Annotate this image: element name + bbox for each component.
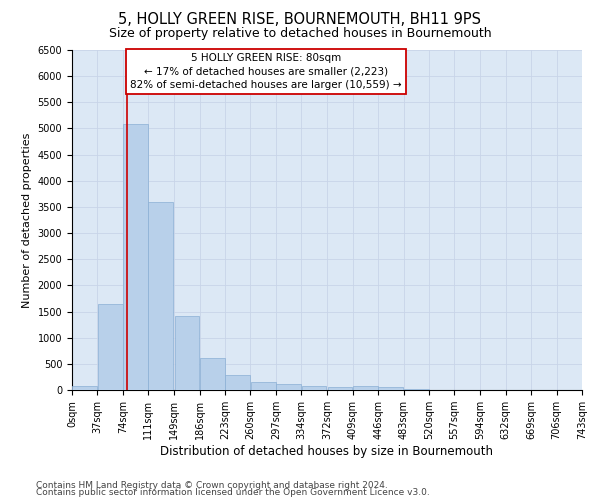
Y-axis label: Number of detached properties: Number of detached properties: [22, 132, 32, 308]
Bar: [353, 386, 378, 390]
Bar: [276, 384, 301, 390]
Text: 5, HOLLY GREEN RISE, BOURNEMOUTH, BH11 9PS: 5, HOLLY GREEN RISE, BOURNEMOUTH, BH11 9…: [119, 12, 482, 28]
Bar: [328, 387, 352, 390]
Bar: [200, 358, 225, 390]
Bar: [379, 388, 403, 390]
Text: Contains HM Land Registry data © Crown copyright and database right 2024.: Contains HM Land Registry data © Crown c…: [36, 480, 388, 490]
Bar: [148, 202, 173, 390]
Text: Size of property relative to detached houses in Bournemouth: Size of property relative to detached ho…: [109, 28, 491, 40]
Text: 5 HOLLY GREEN RISE: 80sqm
← 17% of detached houses are smaller (2,223)
82% of se: 5 HOLLY GREEN RISE: 80sqm ← 17% of detac…: [130, 54, 401, 90]
Bar: [72, 386, 97, 390]
Text: Contains public sector information licensed under the Open Government Licence v3: Contains public sector information licen…: [36, 488, 430, 497]
Bar: [123, 124, 148, 390]
Bar: [175, 316, 199, 390]
Bar: [226, 374, 250, 390]
Bar: [251, 382, 275, 390]
Bar: [302, 386, 326, 390]
Bar: [98, 304, 122, 390]
X-axis label: Distribution of detached houses by size in Bournemouth: Distribution of detached houses by size …: [161, 445, 493, 458]
